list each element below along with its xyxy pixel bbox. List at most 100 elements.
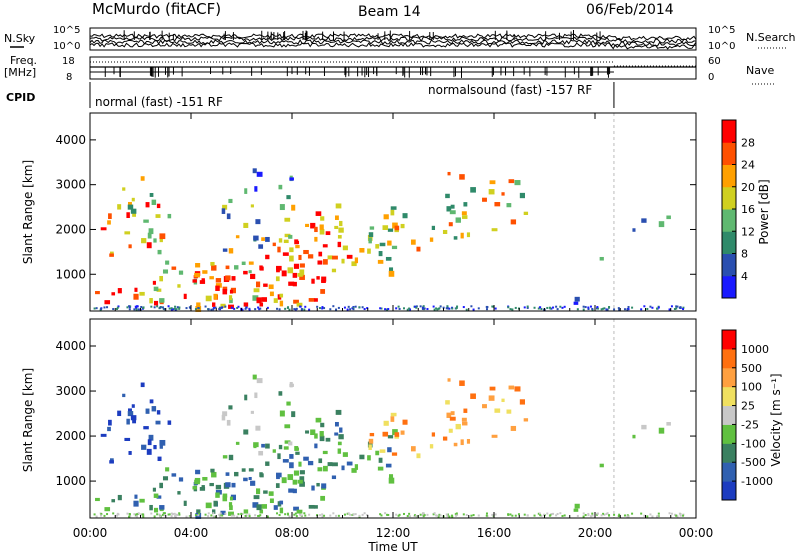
velocity-cell: [517, 513, 520, 516]
colorbar-swatch: [722, 253, 736, 277]
power-cell: [141, 238, 147, 244]
power-cell: [489, 180, 496, 185]
colorbar-swatch: [722, 462, 736, 482]
power-cell: [145, 202, 150, 208]
power-cell: [210, 308, 213, 311]
power-cell: [320, 216, 325, 221]
power-cell: [279, 204, 285, 211]
velocity-cell: [334, 421, 339, 427]
velocity-cell: [600, 514, 603, 517]
velocity-cell: [259, 509, 264, 514]
power-cell: [368, 237, 372, 244]
power-cell: [132, 212, 137, 217]
velocity-cell: [289, 462, 294, 469]
power-cell: [670, 305, 673, 308]
velocity-cell: [472, 514, 475, 517]
velocity-cell: [511, 514, 514, 517]
power-cell: [248, 261, 254, 265]
velocity-cell: [491, 434, 498, 438]
velocity-cell: [229, 505, 233, 511]
power-cell: [337, 306, 340, 309]
power-cell: [617, 307, 620, 310]
velocity-cell: [161, 513, 164, 516]
power-cell: [107, 220, 111, 225]
power-cell: [287, 306, 290, 309]
velocity-cell: [304, 514, 307, 517]
velocity-cell: [433, 512, 436, 515]
velocity-cell: [380, 514, 383, 517]
velocity-cell: [156, 410, 161, 415]
velocity-cell: [233, 514, 236, 517]
velocity-cell: [173, 512, 176, 515]
noise-trace: [89, 39, 697, 47]
velocity-cell: [170, 515, 173, 518]
velocity-cell: [561, 515, 564, 518]
power-cell: [95, 291, 100, 295]
velocity-cell: [256, 504, 262, 511]
power-cell: [673, 308, 676, 311]
power-cell: [587, 308, 590, 311]
power-cell: [236, 306, 239, 309]
power-cell: [415, 305, 418, 308]
velocity-cell: [153, 445, 157, 450]
power-cell: [431, 225, 436, 231]
power-cell: [197, 307, 200, 310]
power-cell: [295, 307, 298, 310]
velocity-cell: [459, 380, 465, 386]
power-cell: [297, 273, 303, 277]
power-cell: [112, 308, 115, 311]
velocity-cell: [321, 515, 324, 518]
power-cell: [397, 305, 400, 308]
velocity-cell: [298, 461, 302, 467]
velocity-cell: [159, 505, 165, 510]
power-cell: [283, 239, 289, 244]
velocity-cell: [294, 512, 297, 515]
colorbar-swatch: [722, 231, 736, 254]
power-cell: [421, 307, 424, 310]
power-cell: [510, 219, 517, 225]
power-cell: [218, 308, 221, 311]
nsearch-label: N.Search: [746, 31, 796, 44]
freq-panel-frame: [89, 56, 697, 80]
velocity-cell: [540, 514, 543, 517]
power-cell: [261, 297, 268, 302]
power-cell: [93, 307, 96, 310]
velocity-cell: [248, 515, 251, 518]
velocity-cell: [379, 449, 386, 453]
velocity-cell: [334, 432, 339, 436]
velocity-cell: [323, 514, 326, 517]
velocity-cell: [626, 514, 629, 517]
power-cell: [248, 308, 251, 311]
velocity-cell: [325, 437, 331, 442]
velocity-cell: [446, 412, 452, 418]
velocity-cell: [151, 406, 157, 412]
power-cell: [526, 306, 529, 309]
power-cell: [549, 307, 552, 310]
power-cell: [501, 192, 505, 196]
velocity-cell: [378, 457, 383, 463]
velocity-cell: [255, 425, 261, 431]
power-cell: [265, 236, 270, 242]
noise-tick-left-bottom: 10^0: [53, 41, 80, 52]
velocity-cell: [256, 378, 263, 384]
power-cell: [234, 265, 239, 270]
velocity-cell: [266, 515, 269, 518]
power-cell: [128, 244, 132, 249]
power-cell: [442, 229, 448, 234]
velocity-cell: [185, 515, 188, 518]
power-cell: [463, 202, 468, 207]
power-cell: [599, 256, 604, 261]
power-cell: [211, 265, 217, 271]
velocity-cell: [230, 494, 236, 501]
colorbar-swatch: [722, 330, 736, 350]
velocity-cell: [316, 482, 320, 487]
velocity-cell: [449, 416, 456, 421]
power-cell: [408, 307, 411, 310]
power-cell: [156, 305, 159, 308]
velocity-cell: [387, 435, 394, 439]
power-cell: [253, 288, 260, 293]
power-cell: [116, 306, 119, 309]
velocity-cell: [117, 410, 122, 417]
power-cell: [212, 307, 215, 310]
power-cell: [358, 306, 361, 309]
